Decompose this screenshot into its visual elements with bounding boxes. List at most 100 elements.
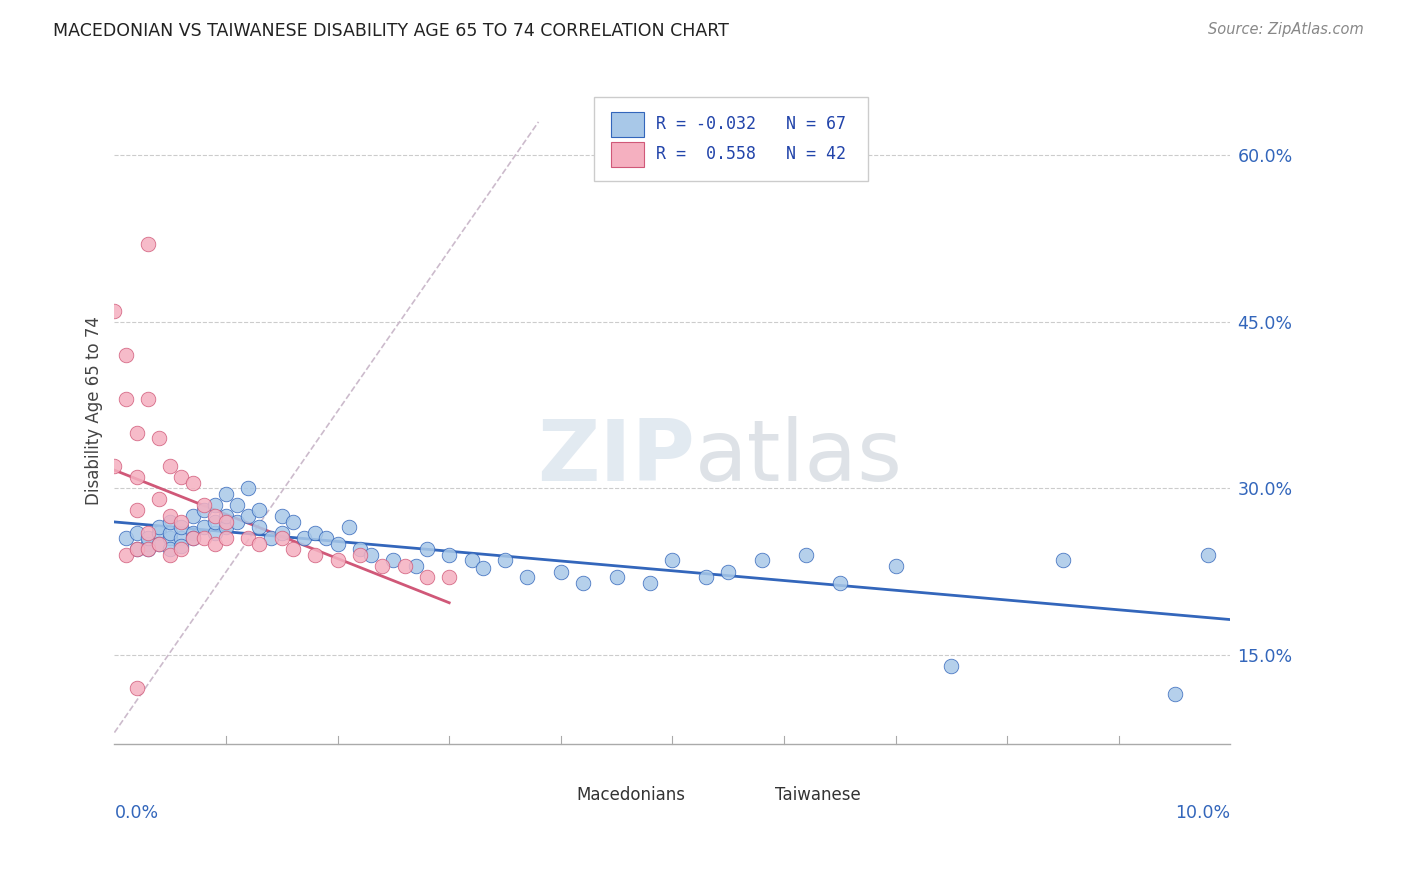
Point bbox=[238, 531, 260, 545]
Point bbox=[828, 575, 851, 590]
Point bbox=[148, 431, 170, 445]
Point bbox=[125, 681, 148, 695]
Point bbox=[1197, 548, 1219, 562]
Point bbox=[114, 531, 136, 545]
Point bbox=[125, 503, 148, 517]
Bar bbox=[544, 787, 574, 805]
Point bbox=[181, 531, 204, 545]
Point bbox=[136, 392, 159, 407]
Point bbox=[249, 520, 271, 534]
Point bbox=[159, 525, 181, 540]
Point bbox=[136, 542, 159, 557]
Text: R = -0.032   N = 67: R = -0.032 N = 67 bbox=[655, 115, 845, 133]
Point bbox=[159, 548, 181, 562]
Point bbox=[136, 531, 159, 545]
FancyBboxPatch shape bbox=[595, 97, 868, 181]
Point bbox=[259, 531, 281, 545]
Point bbox=[204, 498, 226, 512]
Point bbox=[125, 542, 148, 557]
Text: atlas: atlas bbox=[695, 416, 903, 499]
Point bbox=[606, 570, 628, 584]
Text: 0.0%: 0.0% bbox=[114, 804, 159, 822]
Point bbox=[371, 559, 394, 574]
Point bbox=[170, 542, 193, 557]
Point bbox=[349, 542, 371, 557]
Point bbox=[941, 659, 963, 673]
Point bbox=[204, 515, 226, 529]
Text: R =  0.558   N = 42: R = 0.558 N = 42 bbox=[655, 145, 845, 163]
Point bbox=[638, 575, 661, 590]
Point bbox=[550, 565, 572, 579]
Point bbox=[159, 542, 181, 557]
Point bbox=[460, 553, 482, 567]
Point bbox=[416, 542, 439, 557]
Point bbox=[270, 509, 292, 524]
Point bbox=[270, 531, 292, 545]
Bar bbox=[612, 112, 644, 137]
Point bbox=[360, 548, 382, 562]
Point bbox=[114, 348, 136, 362]
Point bbox=[794, 548, 817, 562]
Point bbox=[181, 525, 204, 540]
Point bbox=[170, 515, 193, 529]
Point bbox=[751, 553, 773, 567]
Point bbox=[159, 531, 181, 545]
Text: MACEDONIAN VS TAIWANESE DISABILITY AGE 65 TO 74 CORRELATION CHART: MACEDONIAN VS TAIWANESE DISABILITY AGE 6… bbox=[53, 22, 730, 40]
Point bbox=[125, 525, 148, 540]
Text: 10.0%: 10.0% bbox=[1175, 804, 1230, 822]
Point bbox=[884, 559, 907, 574]
Point bbox=[226, 515, 249, 529]
Point bbox=[717, 565, 740, 579]
Point bbox=[416, 570, 439, 584]
Point bbox=[170, 520, 193, 534]
Point bbox=[193, 531, 215, 545]
Point bbox=[125, 470, 148, 484]
Y-axis label: Disability Age 65 to 74: Disability Age 65 to 74 bbox=[86, 316, 103, 505]
Point bbox=[1163, 687, 1185, 701]
Point bbox=[159, 459, 181, 474]
Point bbox=[661, 553, 683, 567]
Point bbox=[159, 509, 181, 524]
Point bbox=[394, 559, 416, 574]
Point bbox=[193, 498, 215, 512]
Point bbox=[204, 537, 226, 551]
Point bbox=[326, 553, 349, 567]
Point bbox=[238, 481, 260, 495]
Point bbox=[159, 515, 181, 529]
Point bbox=[215, 487, 238, 501]
Point bbox=[281, 515, 304, 529]
Point bbox=[516, 570, 538, 584]
Point bbox=[238, 509, 260, 524]
Text: Source: ZipAtlas.com: Source: ZipAtlas.com bbox=[1208, 22, 1364, 37]
Point bbox=[304, 548, 326, 562]
Point bbox=[349, 548, 371, 562]
Point bbox=[148, 537, 170, 551]
Point bbox=[215, 515, 238, 529]
Point bbox=[249, 503, 271, 517]
Point bbox=[181, 531, 204, 545]
Point bbox=[181, 475, 204, 490]
Point bbox=[193, 520, 215, 534]
Point bbox=[193, 503, 215, 517]
Point bbox=[148, 525, 170, 540]
Point bbox=[114, 548, 136, 562]
Bar bbox=[612, 142, 644, 168]
Point bbox=[148, 537, 170, 551]
Point bbox=[304, 525, 326, 540]
Point bbox=[215, 509, 238, 524]
Point bbox=[136, 542, 159, 557]
Text: ZIP: ZIP bbox=[537, 416, 695, 499]
Point bbox=[226, 498, 249, 512]
Point bbox=[695, 570, 717, 584]
Point bbox=[136, 237, 159, 252]
Point bbox=[315, 531, 337, 545]
Point bbox=[103, 303, 125, 318]
Point bbox=[471, 561, 494, 575]
Point bbox=[281, 542, 304, 557]
Point bbox=[249, 537, 271, 551]
Point bbox=[270, 525, 292, 540]
Point bbox=[125, 425, 148, 440]
Point bbox=[148, 492, 170, 507]
Point bbox=[494, 553, 516, 567]
Point bbox=[181, 509, 204, 524]
